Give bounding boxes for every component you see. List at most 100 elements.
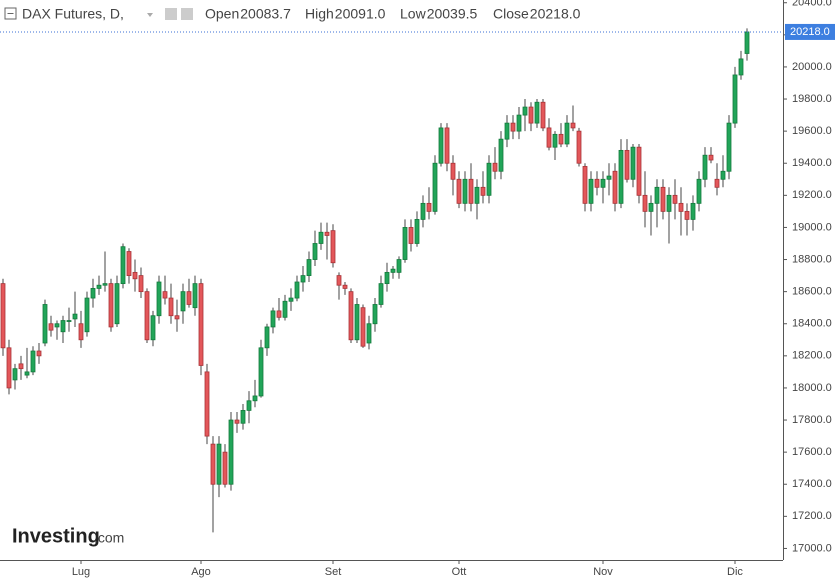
candle-body [114, 283, 120, 325]
candle-body [300, 275, 306, 283]
candle-body [558, 133, 564, 145]
candle-body [714, 178, 720, 188]
x-tick-label: Lug [72, 566, 90, 578]
candle-body [588, 178, 594, 204]
ohlc-value: 20091.0 [335, 6, 386, 22]
candle-body [150, 315, 156, 341]
candle-body [210, 443, 216, 485]
candle-body [258, 347, 264, 397]
candle-body [180, 291, 186, 312]
candle-body [12, 368, 18, 381]
y-tick-label: 18400.0 [792, 318, 832, 330]
candle-body [444, 127, 450, 164]
candle-body [222, 451, 228, 485]
candle-body [36, 350, 42, 357]
ohlc-value: 20083.7 [240, 6, 291, 22]
candle-body [42, 304, 48, 344]
candle-body [660, 186, 666, 212]
last-price-box [785, 23, 835, 40]
candle-body [192, 283, 198, 309]
x-tick-label: Dic [727, 566, 743, 578]
candle-body [294, 281, 300, 299]
candle-body [642, 194, 648, 212]
candle-body [372, 304, 378, 325]
candle-body [624, 149, 630, 180]
candle-body [474, 186, 480, 204]
candle-body [516, 114, 522, 132]
candle-body [630, 146, 636, 180]
candle-body [282, 300, 288, 318]
candle-body [390, 268, 396, 273]
candle-body [612, 170, 618, 204]
candle-body [6, 347, 12, 389]
candle-body [162, 291, 168, 299]
candle-body [414, 219, 420, 244]
candle-body [234, 419, 240, 424]
candle-body [216, 443, 222, 485]
candle-body [684, 210, 690, 220]
candle-body [456, 178, 462, 204]
candle-body [492, 162, 498, 172]
candle-body [498, 138, 504, 172]
chart-title: DAX Futures, D, [22, 6, 124, 22]
ohlc-name: Low [400, 6, 427, 22]
candle-body [18, 363, 24, 370]
y-tick-label: 18600.0 [792, 286, 832, 298]
y-tick-label: 18200.0 [792, 350, 832, 362]
candle-body [564, 122, 570, 145]
dropdown-arrow[interactable] [147, 13, 153, 17]
candle-body [678, 202, 684, 212]
candle-body [120, 246, 126, 285]
settings-icon[interactable] [165, 8, 177, 20]
candle-body [594, 178, 600, 188]
candle-body [240, 410, 246, 424]
candle-body [450, 162, 456, 180]
candle-body [204, 371, 210, 437]
y-tick-label: 17400.0 [792, 478, 832, 490]
candle-body [336, 275, 342, 286]
x-tick-label: Ott [452, 566, 467, 578]
candle-body [738, 58, 744, 76]
candle-body [432, 162, 438, 212]
watermark: Investing .com [12, 525, 124, 547]
y-tick-label: 18800.0 [792, 253, 832, 265]
candle-body [324, 231, 330, 236]
candle-body [270, 310, 276, 328]
ohlc-name: Close [493, 6, 529, 22]
candle-body [504, 122, 510, 140]
y-tick-label: 17000.0 [792, 542, 832, 554]
candle-body [108, 283, 114, 328]
candle-body [366, 323, 372, 344]
candle-body [438, 127, 444, 164]
candle-body [534, 101, 540, 124]
candle-body [552, 133, 558, 148]
candle-body [288, 297, 294, 302]
candle-body [354, 304, 360, 341]
collapse-icon[interactable] [4, 7, 17, 20]
candle-body [30, 350, 36, 373]
y-tick-label: 17600.0 [792, 446, 832, 458]
candle-body [60, 320, 66, 333]
candle-body [744, 31, 750, 54]
candle-body [420, 202, 426, 220]
candle-body [24, 371, 30, 376]
x-tick-label: Ago [191, 566, 211, 578]
candle-body [648, 202, 654, 212]
candle-body [156, 281, 162, 317]
candle-body [84, 297, 90, 333]
candle-body [486, 162, 492, 196]
candle-body [546, 127, 552, 148]
candle-body [276, 310, 282, 318]
candle-body [198, 283, 204, 366]
candle-body [318, 231, 324, 244]
candle-body [228, 419, 234, 485]
candle-body [720, 170, 726, 180]
candle-body [0, 283, 6, 349]
close-icon[interactable] [181, 8, 193, 20]
candle-body [480, 186, 486, 196]
candle-body [126, 251, 132, 276]
candle-body [48, 323, 54, 331]
candle-body [606, 175, 612, 180]
last-price-label: 20218.0 [790, 26, 830, 38]
